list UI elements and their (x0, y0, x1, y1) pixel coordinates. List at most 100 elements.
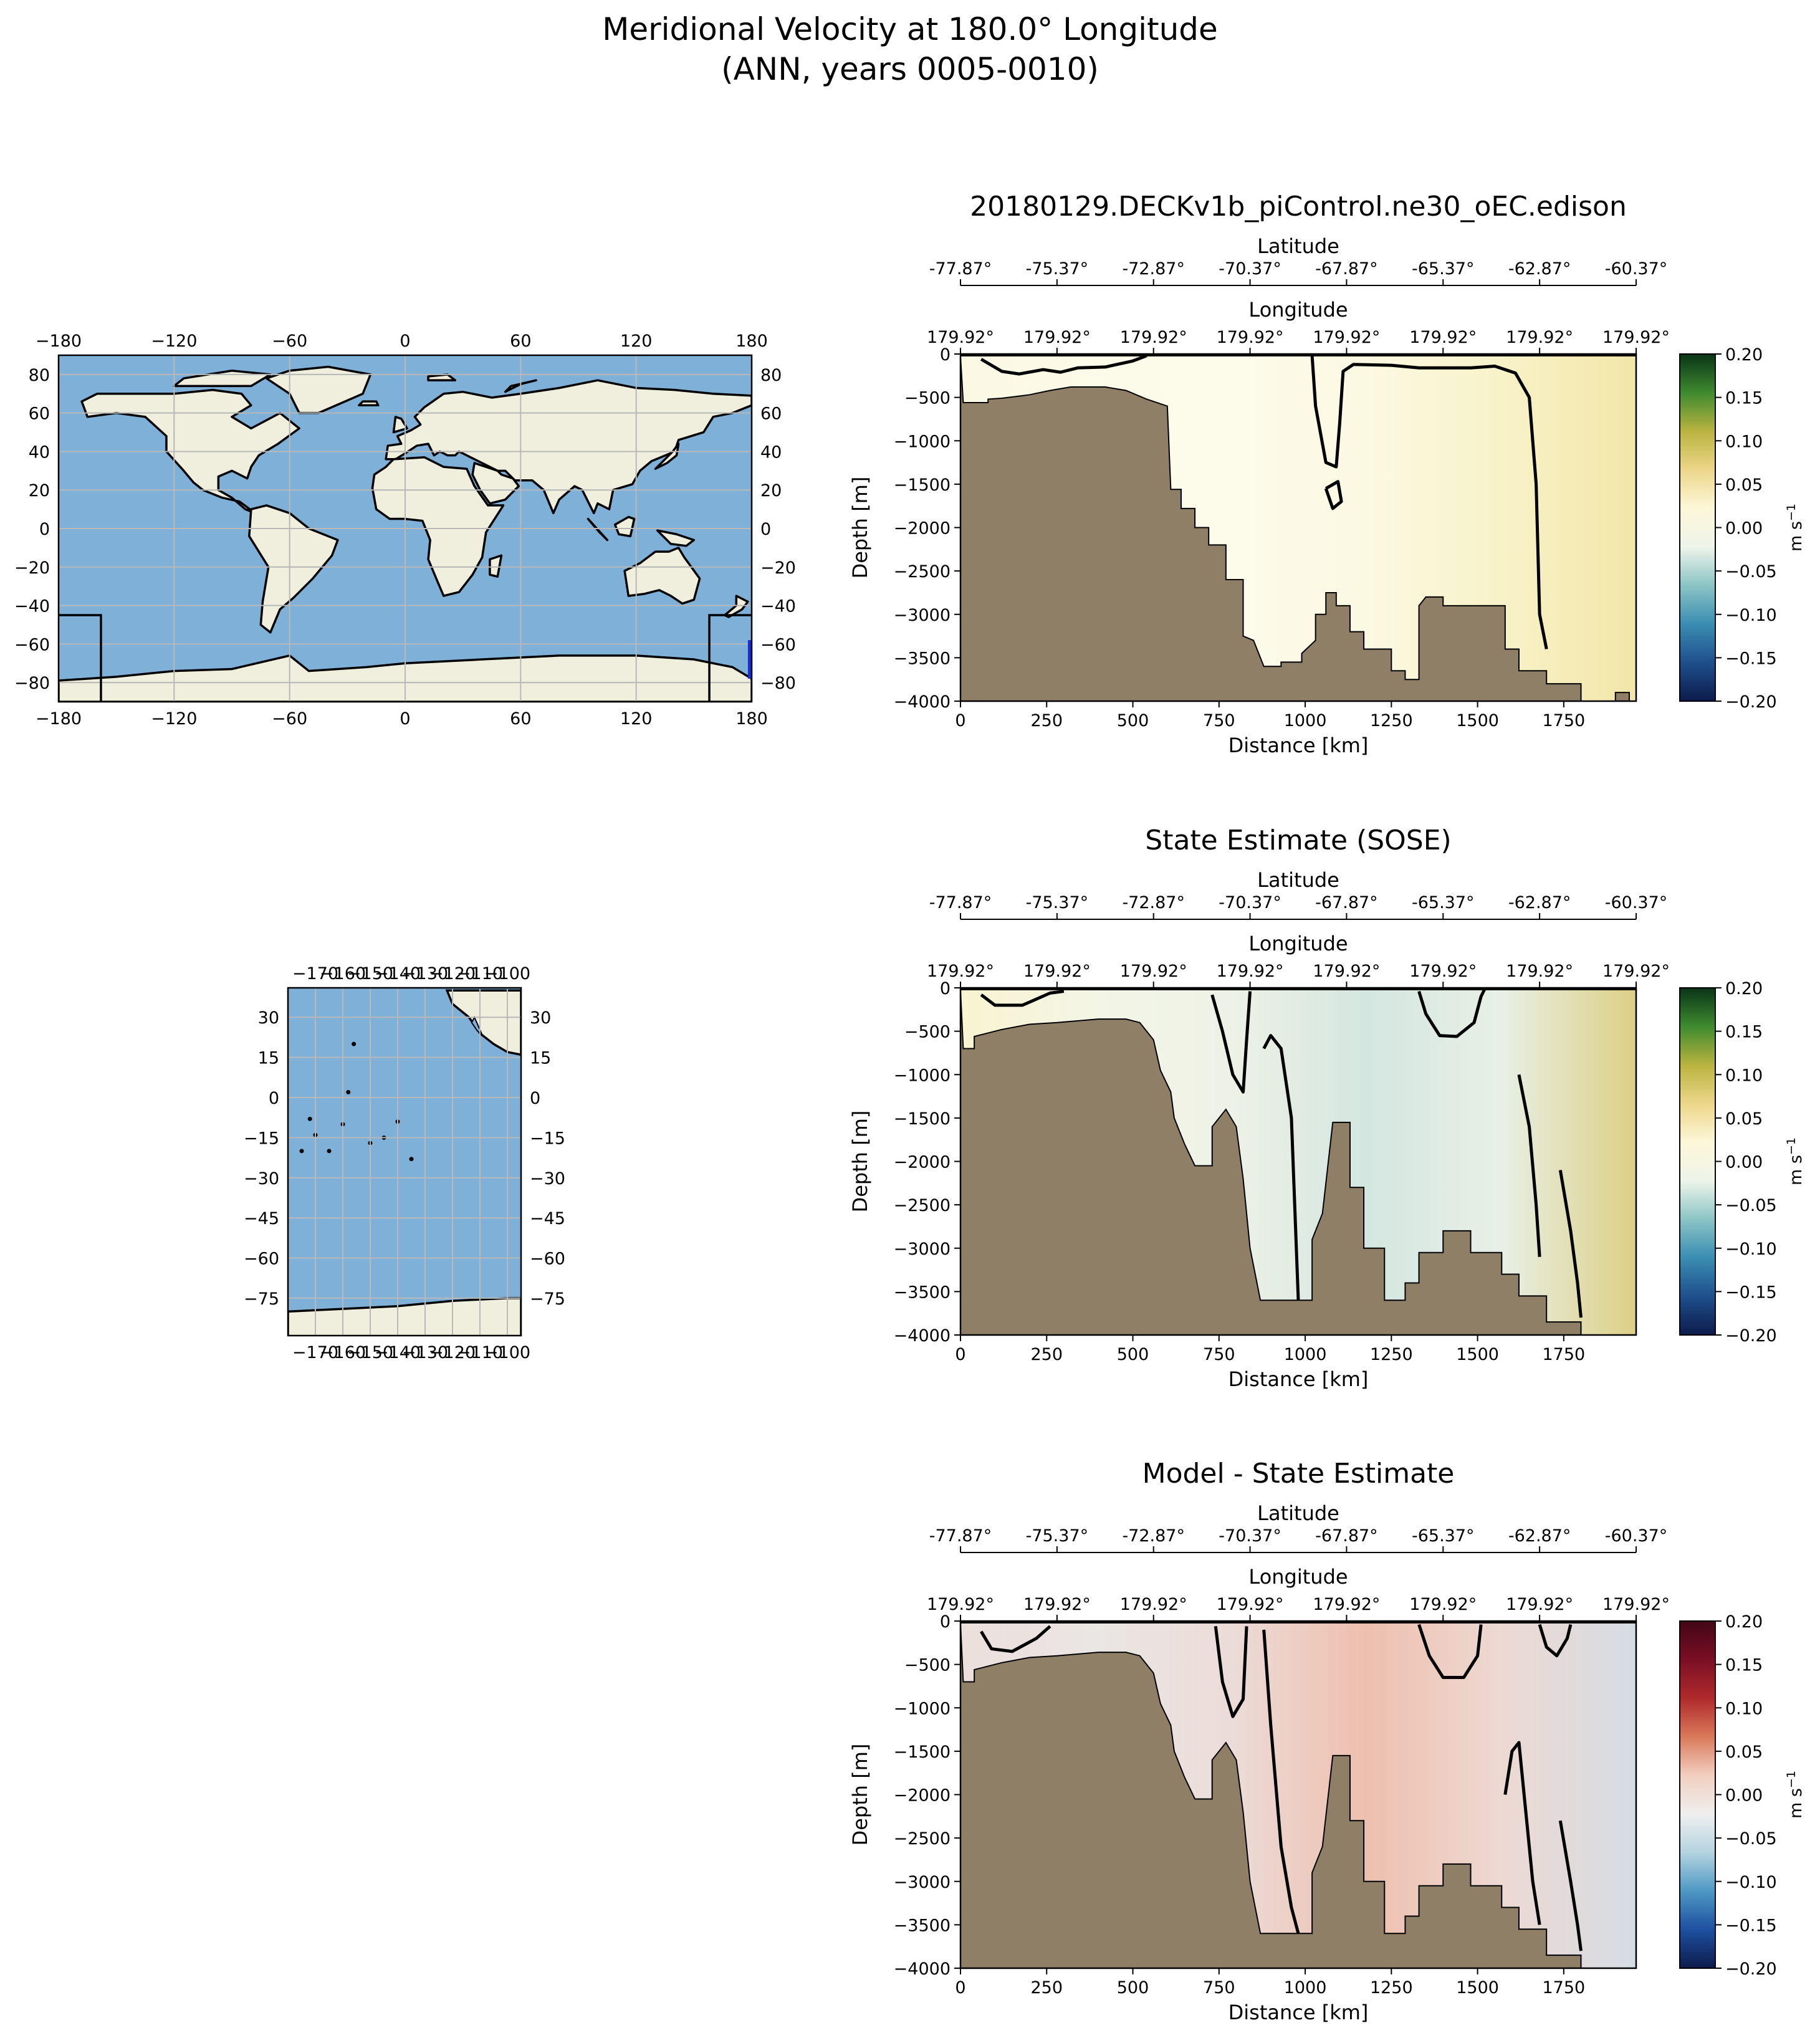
y-tick-label: −500 (904, 1023, 951, 1042)
section-plot-area (960, 1621, 1636, 1968)
map-xtick-bottom: −60 (272, 709, 307, 729)
longitude-tick-label: 179.92° (1506, 962, 1573, 981)
longitude-tick-label: 179.92° (1602, 962, 1670, 981)
y-tick-label: −3000 (894, 1240, 951, 1259)
latitude-tick-label: -60.37° (1605, 259, 1668, 279)
section-plot-area (960, 988, 1636, 1335)
zero-contour-line (1310, 355, 1548, 649)
longitude-tick-label: 179.92° (1313, 328, 1380, 347)
latitude-tick-label: -72.87° (1122, 259, 1185, 279)
y-tick-label: −1500 (894, 1109, 951, 1129)
continent-shape (248, 504, 339, 634)
longitude-label: Longitude (1248, 932, 1348, 955)
x-axis-label: Distance [km] (1228, 734, 1369, 757)
colorbar-label: m s−1 (1784, 504, 1806, 552)
section-panel-2: State Estimate (SOSE) Latitude -77.87° -75.… (848, 825, 1806, 1391)
x-tick-label: 1250 (1370, 1978, 1413, 1997)
longitude-tick-label: 179.92° (1313, 962, 1380, 981)
continent-shape (392, 416, 408, 434)
latitude-tick-label: -70.37° (1219, 893, 1281, 912)
longitude-tick-label: 179.92° (1023, 1595, 1091, 1614)
longitude-tick-label: 179.92° (1602, 1595, 1670, 1614)
longitude-tick-label: 179.92° (1506, 328, 1573, 347)
latitude-tick-label: -65.37° (1412, 893, 1475, 912)
colorbar-tick-label: −0.20 (1725, 1326, 1777, 1346)
colorbar-tick-label: 0.00 (1725, 1153, 1763, 1172)
zero-contour-line (1417, 1624, 1483, 1680)
latitude-tick-label: -75.37° (1026, 893, 1089, 912)
section-panels: 20180129.DECKv1b_piControl.ne30_oEC.edis… (848, 191, 1806, 2024)
longitude-tick-label: 179.92° (1217, 962, 1284, 981)
longitude-tick-label: 179.92° (1023, 328, 1091, 347)
island-dot (327, 1149, 332, 1154)
map-ytick-left: 40 (29, 443, 50, 462)
map-ytick-left: 15 (258, 1049, 279, 1068)
map-xtick-top: −180 (36, 332, 82, 351)
x-tick-label: 250 (1030, 1345, 1063, 1364)
x-tick-label: 1000 (1284, 1978, 1327, 1997)
continent-shape (656, 529, 696, 547)
x-tick-label: 500 (1117, 1345, 1149, 1364)
map-ytick-left: 0 (39, 520, 50, 539)
colorbar-tick-label: −0.05 (1725, 1829, 1777, 1849)
continent-shape (489, 554, 503, 578)
map-ytick-left: −20 (14, 558, 50, 578)
x-tick-label: 0 (955, 1345, 965, 1364)
map-ytick-right: −80 (760, 674, 796, 693)
map-xtick-bottom: −150 (347, 1343, 393, 1362)
latitude-tick-label: -75.37° (1026, 1526, 1089, 1546)
map-ytick-right: 30 (530, 1008, 551, 1028)
colorbar-label-exponent: −1 (1784, 1137, 1798, 1155)
latitude-tick-label: -77.87° (929, 893, 992, 912)
section-plot-area (960, 354, 1636, 701)
map-ytick-right: −60 (530, 1250, 565, 1269)
latitude-tick-label: -62.87° (1508, 1526, 1571, 1546)
map-xtick-top: −170 (292, 964, 338, 983)
colorbar-tick-label: 0.05 (1725, 1743, 1763, 1762)
global-map: −180 −180 −120 −120 −60 −60 0 0 60 60 120 120 180 180… (14, 332, 796, 729)
latitude-tick-label: -65.37° (1412, 259, 1475, 279)
latitude-tick-label: -62.87° (1508, 259, 1571, 279)
colorbar (1679, 353, 1716, 702)
map-ytick-right: −20 (760, 558, 796, 578)
colorbar-label-exponent: −1 (1784, 504, 1798, 521)
map-ytick-right: −45 (530, 1209, 565, 1228)
latitude-tick-label: -67.87° (1315, 1526, 1378, 1546)
map-ytick-left: −40 (14, 597, 50, 616)
y-tick-label: −2500 (894, 1829, 951, 1849)
map-ytick-right: 60 (760, 404, 782, 424)
map-ytick-right: −60 (760, 635, 796, 654)
colorbar-tick-label: −0.10 (1725, 606, 1777, 625)
map-panels: −180 −180 −120 −120 −60 −60 0 0 60 60 120 120 180 180… (14, 332, 796, 1362)
x-tick-label: 250 (1030, 1978, 1063, 1997)
map-ytick-left: 60 (29, 404, 50, 424)
panel-title: Model - State Estimate (1142, 1458, 1455, 1490)
map-xtick-bottom: −180 (36, 709, 82, 729)
longitude-tick-label: 179.92° (1120, 1595, 1187, 1614)
colorbar-tick-label: 0.20 (1725, 1612, 1763, 1632)
map-xtick-top: −100 (484, 964, 530, 983)
map-xtick-top: −120 (151, 332, 197, 351)
bathymetry-shape (960, 1624, 1582, 1968)
y-tick-label: −4000 (894, 692, 951, 712)
y-axis-label: Depth [m] (848, 1744, 872, 1846)
map-ytick-right: 15 (530, 1049, 551, 1068)
panel-title: 20180129.DECKv1b_piControl.ne30_oEC.edis… (970, 191, 1627, 222)
y-tick-label: 0 (940, 979, 951, 998)
map-xtick-top: −110 (457, 964, 503, 983)
map-xtick-bottom: 120 (620, 709, 653, 729)
longitude-tick-label: 179.92° (1409, 328, 1477, 347)
colorbar-tick-label: −0.10 (1725, 1873, 1777, 1892)
section-panel-3: Model - State Estimate Latitude -77.87° -75… (848, 1458, 1806, 2024)
section-panel-1: 20180129.DECKv1b_piControl.ne30_oEC.edis… (848, 191, 1806, 757)
map-xtick-bottom: −100 (484, 1343, 530, 1362)
map-xtick-top: 60 (510, 332, 531, 351)
y-tick-label: −500 (904, 389, 951, 408)
map-xtick-top: 120 (620, 332, 653, 351)
bathymetry-shape (960, 356, 1630, 701)
section-box-left (59, 614, 102, 702)
map-ytick-right: 80 (760, 366, 782, 385)
latitude-label: Latitude (1257, 1501, 1339, 1525)
colorbar-tick-label: 0.10 (1725, 1699, 1763, 1718)
zero-contour-line (1503, 1741, 1541, 1925)
